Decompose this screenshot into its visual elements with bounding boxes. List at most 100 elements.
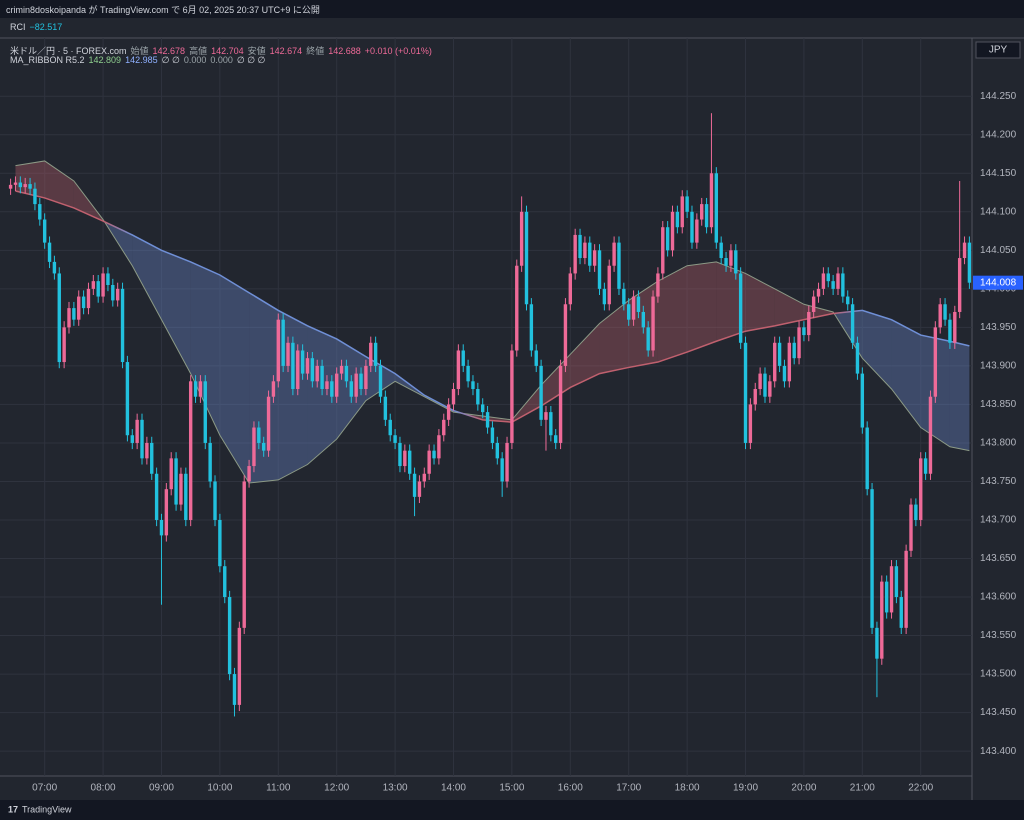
y-tick-label: 144.150: [980, 168, 1017, 179]
candle-body: [831, 281, 835, 289]
candle-body: [748, 404, 753, 443]
candle-body: [850, 304, 855, 343]
ribbon-fill: [44, 160, 74, 208]
candle-body: [914, 504, 918, 520]
x-tick-label: 19:00: [733, 783, 758, 794]
x-tick-label: 07:00: [32, 783, 57, 794]
candle-body: [223, 566, 227, 598]
candle-body: [811, 296, 816, 312]
candle-body: [957, 258, 962, 312]
ribbon-fill: [891, 319, 921, 428]
low-value: 142.674: [269, 46, 303, 56]
candle-body: [962, 242, 967, 259]
candle-body: [451, 389, 456, 405]
y-tick-label: 143.850: [980, 399, 1017, 410]
ribbon-fill: [657, 265, 688, 363]
x-tick-label: 15:00: [499, 783, 524, 794]
candle-body: [407, 450, 412, 474]
close-label: 終値: [306, 46, 325, 56]
candle-body: [480, 404, 485, 413]
x-tick-label: 17:00: [616, 783, 641, 794]
candle-body: [179, 473, 183, 505]
currency: JPY: [989, 45, 1008, 56]
candle-body: [846, 296, 850, 305]
y-tick-label: 144.250: [980, 91, 1017, 102]
candle-body: [271, 381, 276, 397]
candle-body: [500, 458, 504, 482]
ribbon-fill: [219, 274, 250, 484]
candle-body: [359, 373, 363, 390]
candle-body: [568, 273, 573, 305]
candle-body: [403, 450, 407, 467]
candle-body: [203, 381, 207, 443]
candle-body: [208, 442, 212, 482]
candle-body: [86, 288, 91, 309]
candle-body: [140, 419, 144, 459]
candle-body: [665, 227, 670, 251]
x-tick-label: 13:00: [383, 783, 408, 794]
candle-body: [651, 296, 655, 351]
candle-body: [592, 250, 597, 266]
candle-body: [378, 365, 383, 397]
candle-body: [412, 473, 417, 497]
candle-body: [738, 273, 743, 343]
symbol: 米ドル／円 · 5 · FOREX.com: [10, 46, 127, 56]
candle-body: [125, 362, 130, 436]
candle-body: [743, 342, 748, 443]
candle-body: [383, 396, 388, 420]
candle-body: [145, 442, 149, 459]
candle-body: [627, 304, 631, 320]
candle-body: [47, 242, 52, 262]
indicator-value: −82.517: [29, 22, 63, 32]
candle-body: [286, 342, 290, 366]
candle-body: [802, 327, 806, 336]
candle-body: [364, 365, 368, 390]
candle-body: [198, 381, 203, 397]
candle-body: [266, 396, 271, 451]
ribbon-fill: [132, 234, 162, 320]
x-tick-label: 11:00: [266, 783, 291, 794]
candle-body: [529, 304, 534, 351]
published-line: crimin8doskoipanda が TradingView.com で 6…: [6, 3, 324, 16]
footer-bar: [0, 800, 1024, 820]
candle-body: [539, 365, 543, 420]
candle-body: [23, 184, 27, 188]
candle-body: [933, 327, 938, 397]
open-value: 142.678: [152, 46, 186, 56]
candle-body: [515, 265, 519, 351]
candle-body: [554, 435, 558, 443]
y-tick-label: 143.800: [980, 438, 1017, 449]
currency-box[interactable]: [975, 41, 1021, 59]
candle-body: [490, 427, 495, 443]
candle-body: [558, 365, 563, 443]
candle-body: [709, 173, 714, 228]
candle-body: [344, 365, 349, 382]
candle-body: [607, 265, 611, 305]
ma-extra-1: ∅ ∅: [161, 55, 180, 65]
grid: [0, 38, 972, 776]
candle-body: [135, 419, 139, 443]
ribbon-fill: [949, 341, 970, 451]
candle-body: [485, 412, 490, 428]
candle-body: [67, 308, 71, 328]
low-label: 安値: [247, 46, 266, 56]
x-tick-label: 10:00: [207, 783, 232, 794]
candle-body: [534, 350, 538, 366]
candle-body: [305, 358, 310, 374]
y-tick-label: 143.750: [980, 476, 1017, 487]
candle-body: [777, 342, 782, 366]
candle-body: [232, 674, 237, 705]
candle-body: [115, 288, 120, 301]
candle-body: [792, 342, 796, 359]
y-tick-label: 144.100: [980, 206, 1017, 217]
candle-body: [729, 250, 733, 266]
candle-body: [675, 211, 680, 228]
axes: 143.400 143.450 143.500 143.550 143.600 143.6…: [32, 91, 1023, 794]
candle-body: [476, 389, 480, 405]
candle-body: [773, 342, 777, 382]
y-tick-label: 143.950: [980, 322, 1017, 333]
candle-body: [938, 304, 942, 328]
candle-body: [904, 550, 908, 628]
candle-body: [330, 381, 334, 397]
ma-value-2: 142.985: [125, 55, 158, 65]
